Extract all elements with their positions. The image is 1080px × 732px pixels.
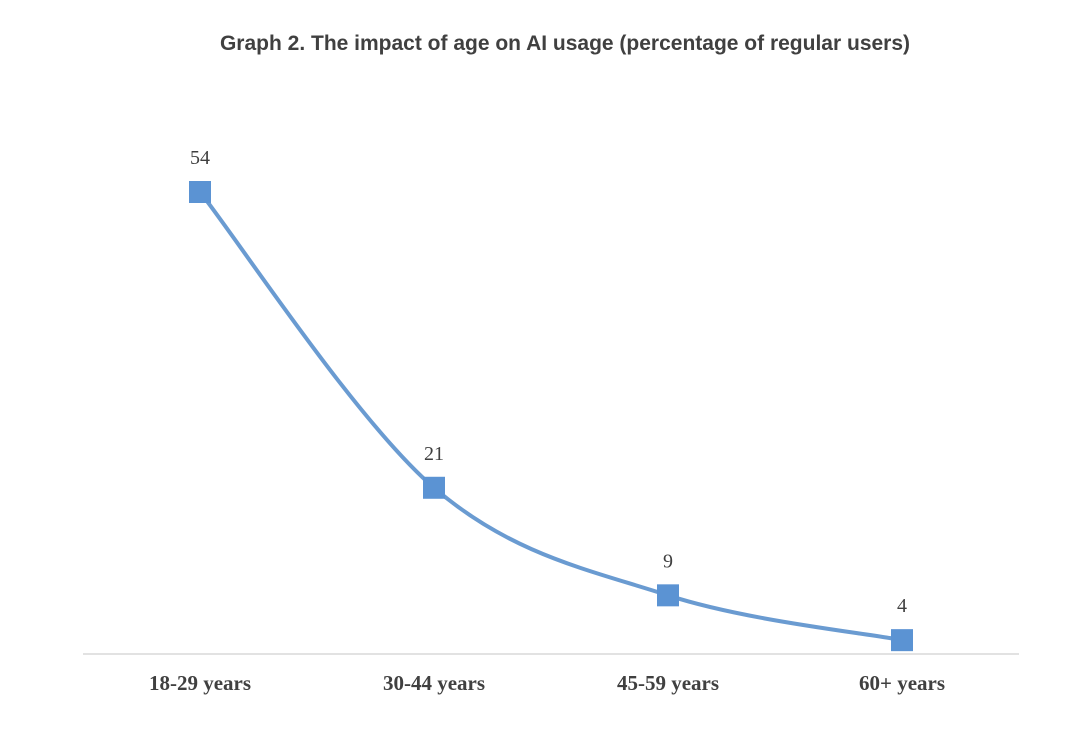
data-label-2: 21 [424, 443, 444, 465]
marker-layer [189, 181, 913, 652]
x-tick-label-2: 30-44 years [383, 671, 485, 695]
x-tick-label-3: 45-59 years [617, 671, 719, 695]
x-tick-label-4: 60+ years [859, 671, 945, 695]
data-label-1: 54 [190, 147, 210, 169]
data-point-marker-3 [657, 584, 679, 607]
data-point-marker-2 [423, 476, 445, 499]
series-layer [198, 190, 904, 643]
data-label-layer: 54 21 9 4 [190, 147, 907, 617]
data-point-marker-1 [189, 181, 211, 203]
data-label-3: 9 [663, 550, 673, 572]
data-label-4: 4 [897, 595, 907, 617]
x-tick-layer: 18-29 years 30-44 years 45-59 years 60+ yea… [149, 671, 945, 695]
series-line [198, 190, 904, 643]
x-tick-label-1: 18-29 years [149, 671, 251, 695]
data-point-marker-4 [891, 629, 913, 652]
chart-title: Graph 2. The impact of age on AI usage (… [219, 32, 911, 55]
